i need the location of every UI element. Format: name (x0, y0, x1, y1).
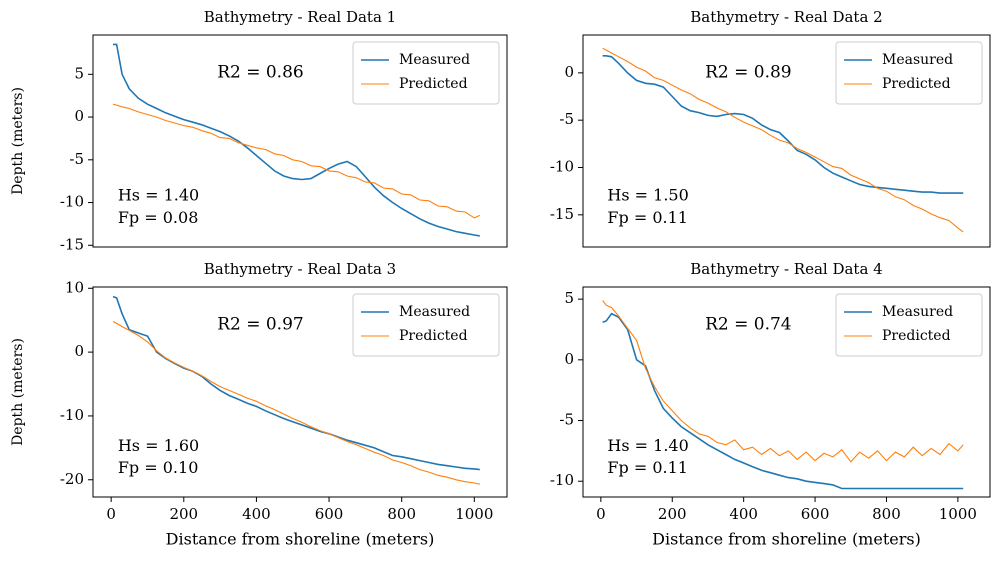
annotation: R2 = 0.74 (705, 314, 792, 334)
annotation: Hs = 1.50 (607, 186, 688, 205)
data-line (113, 43, 480, 237)
legend-label: Predicted (882, 328, 951, 344)
y-tick-label: 10 (65, 278, 84, 296)
y-tick-label: -5 (559, 411, 574, 429)
legend-box (352, 41, 500, 105)
y-axis-label: Depth (meters) (10, 338, 26, 446)
axes-frame (582, 34, 991, 248)
legend-label: Measured (399, 304, 470, 320)
x-axis-label: Distance from shoreline (meters) (166, 530, 435, 549)
x-tick-label: 1000 (455, 505, 493, 523)
legend-box (835, 41, 983, 105)
subplot-title: Bathymetry - Real Data 2 (690, 8, 882, 26)
y-tick-label: 0 (74, 107, 84, 125)
x-tick-label: 800 (387, 505, 416, 523)
x-tick-label: 800 (872, 505, 901, 523)
x-tick-label: 600 (801, 505, 830, 523)
legend-label: Measured (882, 304, 953, 320)
annotation: R2 = 0.86 (217, 63, 304, 83)
annotation: Fp = 0.11 (607, 458, 688, 477)
data-line (602, 55, 964, 194)
annotation: Fp = 0.08 (118, 208, 199, 227)
axes-frame (582, 286, 991, 498)
y-tick-label: -5 (69, 150, 84, 168)
y-tick-label: -5 (559, 110, 574, 128)
legend-label: Predicted (399, 328, 468, 344)
data-line (602, 300, 964, 463)
annotation: Hs = 1.40 (607, 436, 688, 455)
data-line (602, 47, 964, 233)
y-tick-label: 0 (564, 63, 574, 81)
x-tick-label: 200 (169, 505, 198, 523)
x-tick-label: 0 (106, 505, 116, 523)
y-tick-label: -15 (60, 235, 84, 253)
annotation: R2 = 0.97 (217, 314, 304, 334)
y-tick-label: -10 (60, 406, 84, 424)
legend-box (835, 293, 983, 357)
y-tick-label: -20 (60, 470, 84, 488)
legend-label: Predicted (882, 76, 951, 92)
y-tick-label: -10 (550, 471, 574, 489)
y-tick-label: -15 (550, 205, 574, 223)
subplot-title: Bathymetry - Real Data 1 (204, 8, 396, 26)
x-tick-label: 400 (242, 505, 271, 523)
x-tick-label: 0 (596, 505, 606, 523)
legend-label: Predicted (399, 76, 468, 92)
subplot-title: Bathymetry - Real Data 4 (690, 260, 882, 278)
x-tick-label: 200 (658, 505, 687, 523)
y-tick-label: 5 (74, 64, 84, 82)
x-tick-label: 400 (729, 505, 758, 523)
legend-box (352, 293, 500, 357)
y-axis-label: Depth (meters) (10, 87, 26, 195)
y-tick-label: 5 (564, 289, 574, 307)
axes-frame (92, 34, 508, 248)
annotation: Hs = 1.40 (118, 186, 199, 205)
legend-label: Measured (399, 52, 470, 68)
annotation: R2 = 0.89 (705, 63, 792, 83)
y-tick-label: -10 (550, 158, 574, 176)
y-tick-label: -10 (60, 193, 84, 211)
data-line (112, 103, 481, 219)
legend-label: Measured (882, 52, 953, 68)
data-line (602, 312, 964, 490)
annotation: Hs = 1.60 (118, 436, 199, 455)
annotation: Fp = 0.10 (118, 458, 199, 477)
annotation: Fp = 0.11 (607, 208, 688, 227)
data-line (112, 321, 480, 485)
y-tick-label: 0 (74, 342, 84, 360)
subplot-title: Bathymetry - Real Data 3 (204, 260, 396, 278)
axes-frame (92, 286, 508, 498)
x-tick-label: 600 (315, 505, 344, 523)
x-axis-label: Distance from shoreline (meters) (652, 530, 921, 549)
y-tick-label: 0 (564, 350, 574, 368)
x-tick-label: 1000 (939, 505, 977, 523)
